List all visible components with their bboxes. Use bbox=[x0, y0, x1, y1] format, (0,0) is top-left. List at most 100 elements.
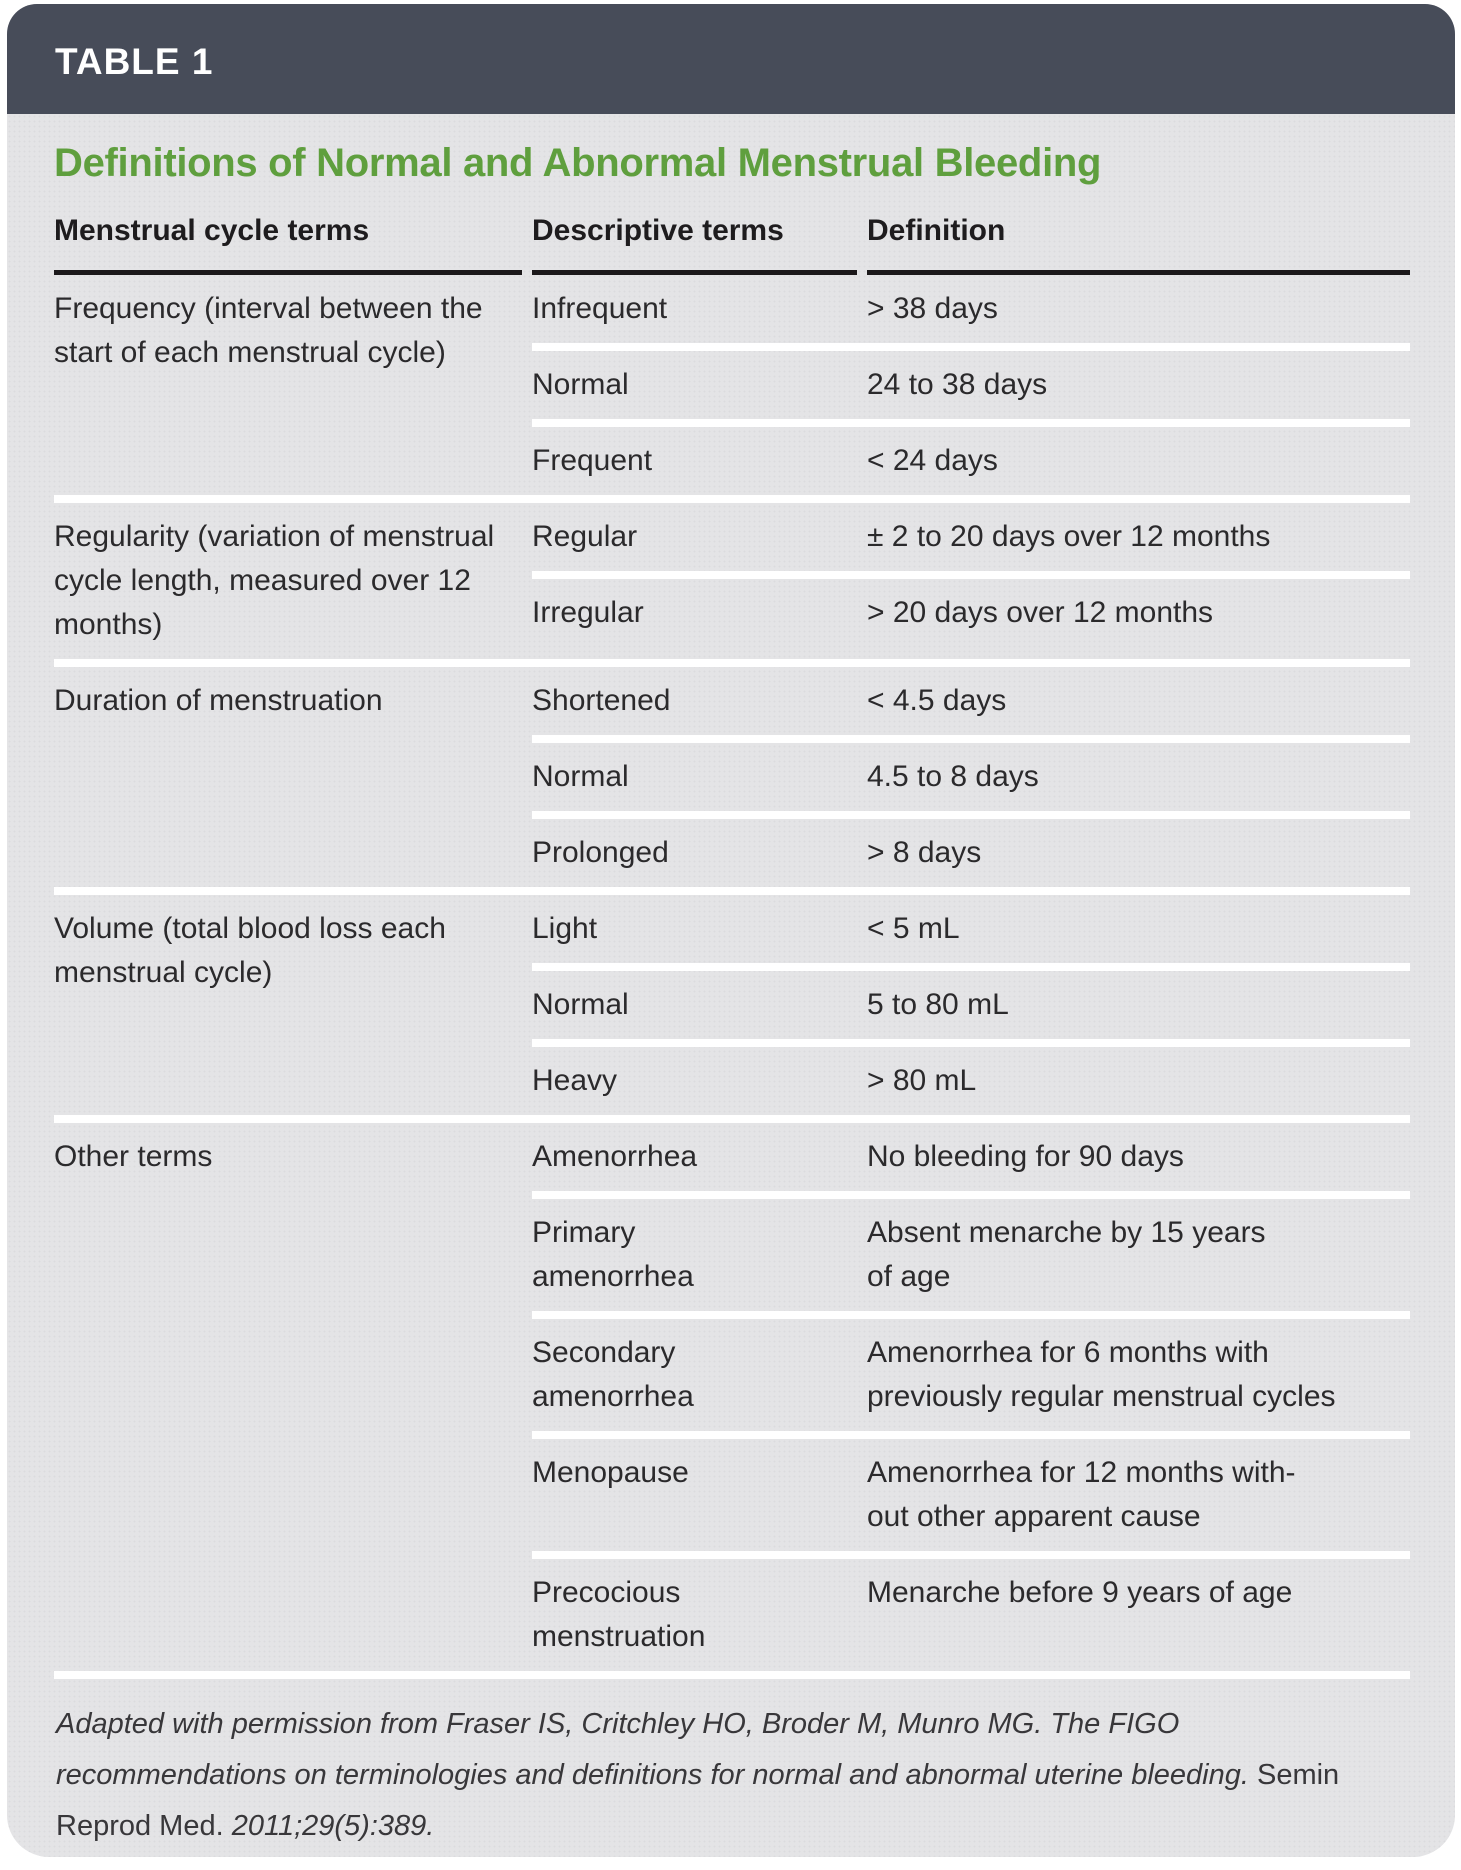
descriptive-term-text: Menopause bbox=[532, 1456, 689, 1489]
table-row: Secondary amenorrhea Amenorrhea for 6 mo… bbox=[532, 1319, 1410, 1431]
table-group-frequency: Frequency (interval between the start of… bbox=[54, 275, 1410, 495]
table-group-regularity: Regularity (variation of menstrual cycle… bbox=[54, 503, 1410, 659]
row-separator bbox=[532, 1311, 1410, 1319]
descriptive-term-cell: Normal bbox=[532, 755, 857, 799]
table-row: Light < 5 mL bbox=[532, 895, 1410, 963]
definition-text: 4.5 to 8 days bbox=[867, 760, 1039, 793]
definition-cell: Amenorrhea for 6 months with previously … bbox=[867, 1331, 1410, 1419]
descriptive-term-text: Frequent bbox=[532, 444, 653, 477]
row-separator bbox=[532, 1551, 1410, 1559]
row-separator bbox=[532, 963, 1410, 971]
cycle-term-cell: Frequency (interval between the start of… bbox=[54, 292, 483, 369]
definition-cell: 4.5 to 8 days bbox=[867, 755, 1410, 799]
group-separator bbox=[54, 495, 1410, 503]
group-separator bbox=[54, 887, 1410, 895]
table-row: Shortened < 4.5 days bbox=[532, 667, 1410, 735]
definition-cell: < 24 days bbox=[867, 439, 1410, 483]
definition-text: Menarche before 9 years of age bbox=[867, 1576, 1293, 1609]
definition-text: > 38 days bbox=[867, 292, 998, 325]
definition-text: < 4.5 days bbox=[867, 684, 1007, 717]
footnote-journal-name: Semin Reprod Med. bbox=[56, 1759, 1340, 1842]
definition-text: 5 to 80 mL bbox=[867, 988, 1009, 1021]
table-group-other-terms: Other terms Amenorrhea No bleeding for 9… bbox=[54, 1123, 1410, 1671]
descriptive-term-cell: Secondary amenorrhea bbox=[532, 1331, 857, 1419]
descriptive-term-text: Normal bbox=[532, 988, 629, 1021]
descriptive-term-cell: Shortened bbox=[532, 679, 857, 723]
column-header-row: Menstrual cycle terms Descriptive terms … bbox=[54, 212, 1410, 250]
row-separator bbox=[532, 1039, 1410, 1047]
descriptive-term-text: Shortened bbox=[532, 684, 671, 717]
table-body: Definitions of Normal and Abnormal Menst… bbox=[7, 139, 1455, 1852]
table-row: Menopause Amenorrhea for 12 months with-… bbox=[532, 1439, 1410, 1551]
column-header-definition: Definition bbox=[867, 214, 1006, 247]
descriptive-term-cell: Heavy bbox=[532, 1059, 857, 1103]
table-title: Definitions of Normal and Abnormal Menst… bbox=[54, 141, 1102, 185]
descriptive-term-cell: Normal bbox=[532, 983, 857, 1027]
row-separator bbox=[532, 735, 1410, 743]
definition-cell: < 4.5 days bbox=[867, 679, 1410, 723]
header-rule bbox=[54, 270, 1410, 275]
definition-text: Absent menarche by 15 years of age bbox=[867, 1216, 1266, 1293]
column-header-descriptive-terms: Descriptive terms bbox=[532, 214, 784, 247]
table-row: Regular ± 2 to 20 days over 12 months bbox=[532, 503, 1410, 571]
descriptive-term-cell: Amenorrhea bbox=[532, 1135, 857, 1179]
column-header-cycle-terms: Menstrual cycle terms bbox=[54, 214, 370, 247]
descriptive-term-text: Amenorrhea bbox=[532, 1140, 698, 1173]
footnote: Adapted with permission from Fraser IS, … bbox=[54, 1679, 1410, 1852]
descriptive-term-text: Light bbox=[532, 912, 598, 945]
descriptive-term-cell: Precocious menstruation bbox=[532, 1571, 857, 1659]
definition-cell: No bleeding for 90 days bbox=[867, 1135, 1410, 1179]
definition-cell: < 5 mL bbox=[867, 907, 1410, 951]
definition-text: No bleeding for 90 days bbox=[867, 1140, 1184, 1173]
descriptive-term-cell: Infrequent bbox=[532, 287, 857, 331]
descriptive-term-text: Precocious menstruation bbox=[532, 1576, 706, 1653]
row-separator bbox=[532, 1191, 1410, 1199]
descriptive-term-cell: Menopause bbox=[532, 1451, 857, 1539]
cycle-term-cell: Volume (total blood loss each menstrual … bbox=[54, 912, 446, 989]
descriptive-term-text: Irregular bbox=[532, 596, 644, 629]
table-tag: TABLE 1 bbox=[55, 41, 214, 82]
descriptive-term-cell: Prolonged bbox=[532, 831, 857, 875]
table-row: Infrequent > 38 days bbox=[532, 275, 1410, 343]
definition-cell: 24 to 38 days bbox=[867, 363, 1410, 407]
cycle-term-cell: Duration of menstruation bbox=[54, 684, 383, 717]
table-row: Frequent < 24 days bbox=[532, 427, 1410, 495]
descriptive-term-text: Primary amenorrhea bbox=[532, 1216, 694, 1293]
table-row: Normal 24 to 38 days bbox=[532, 351, 1410, 419]
group-rows: Infrequent > 38 days Normal 24 to 38 day… bbox=[532, 275, 1410, 495]
group-rows: Light < 5 mL Normal 5 to 80 mL Heavy > 8… bbox=[532, 895, 1410, 1115]
descriptive-term-cell: Irregular bbox=[532, 591, 857, 635]
cycle-term-cell: Regularity (variation of menstrual cycle… bbox=[54, 520, 495, 641]
group-rows: Regular ± 2 to 20 days over 12 months Ir… bbox=[532, 503, 1410, 659]
group-separator bbox=[54, 659, 1410, 667]
table-header-bar: TABLE 1 bbox=[7, 4, 1455, 114]
row-separator bbox=[532, 419, 1410, 427]
definition-cell: > 20 days over 12 months bbox=[867, 591, 1410, 635]
descriptive-term-text: Regular bbox=[532, 520, 638, 553]
descriptive-term-text: Infrequent bbox=[532, 292, 668, 325]
definition-text: Amenorrhea for 12 months with- out other… bbox=[867, 1456, 1296, 1533]
table-row: Irregular > 20 days over 12 months bbox=[532, 579, 1410, 647]
group-rows: Shortened < 4.5 days Normal 4.5 to 8 day… bbox=[532, 667, 1410, 887]
table-row: Normal 5 to 80 mL bbox=[532, 971, 1410, 1039]
definition-text: < 24 days bbox=[867, 444, 998, 477]
definition-text: > 80 mL bbox=[867, 1064, 977, 1097]
definition-cell: 5 to 80 mL bbox=[867, 983, 1410, 1027]
table-group-volume: Volume (total blood loss each menstrual … bbox=[54, 895, 1410, 1115]
table-row: Primary amenorrhea Absent menarche by 15… bbox=[532, 1199, 1410, 1311]
descriptive-term-cell: Frequent bbox=[532, 439, 857, 483]
definition-cell: > 38 days bbox=[867, 287, 1410, 331]
definition-text: < 5 mL bbox=[867, 912, 960, 945]
footnote-text: Adapted with permission from Fraser IS, … bbox=[56, 1708, 1257, 1791]
table-row: Amenorrhea No bleeding for 90 days bbox=[532, 1123, 1410, 1191]
row-separator bbox=[532, 811, 1410, 819]
group-separator bbox=[54, 1115, 1410, 1123]
definition-cell: Menarche before 9 years of age bbox=[867, 1571, 1410, 1659]
descriptive-term-text: Prolonged bbox=[532, 836, 669, 869]
row-separator bbox=[532, 571, 1410, 579]
descriptive-term-cell: Light bbox=[532, 907, 857, 951]
row-separator bbox=[532, 1431, 1410, 1439]
descriptive-term-text: Normal bbox=[532, 760, 629, 793]
definition-cell: ± 2 to 20 days over 12 months bbox=[867, 515, 1410, 559]
